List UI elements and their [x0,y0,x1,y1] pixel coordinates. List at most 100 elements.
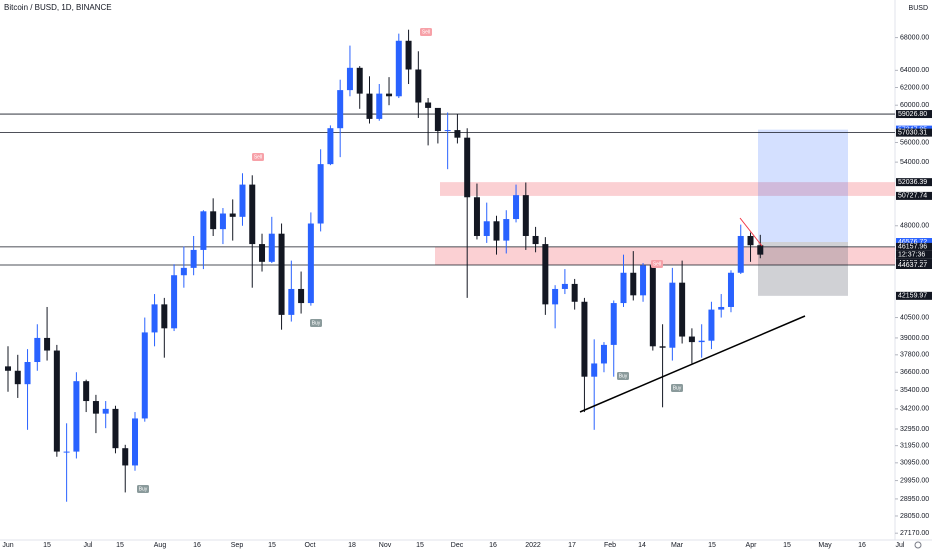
candle-body [180,267,187,276]
candle-body [405,40,412,70]
y-tick-label: 27170.00 [900,530,929,537]
x-tick-label: Jun [2,542,13,549]
price-badge-label: 44637.27 [898,262,927,269]
countdown-label: 12:37:36 [898,252,925,259]
target-zone [758,129,848,243]
candle-body [737,235,744,273]
x-tick-label: 2022 [525,542,541,549]
candle-body [34,337,41,363]
candle-body [493,221,500,241]
candle-body [278,233,285,315]
candle-body [464,137,471,198]
signal-badge [420,28,432,36]
candle-body [571,283,578,302]
y-tick-label: 31950.00 [900,442,929,449]
resistance-zone [435,246,895,265]
price-badge [896,260,932,269]
signal-label: Buy [312,320,321,326]
candle-body [259,244,266,262]
candle-body [444,130,451,132]
signal-badge [617,372,629,380]
candle-body [53,350,60,452]
x-tick-label: Oct [305,542,316,549]
signal-label: Sell [653,261,661,267]
y-tick-label: 32950.00 [900,426,929,433]
y-tick-label: 68000.00 [900,34,929,41]
y-tick-label: 37800.00 [900,352,929,359]
candle-body [14,370,21,385]
x-tick-label: 15 [416,542,424,549]
candle-body [268,233,275,262]
candle-body [679,282,686,337]
candle-body [346,67,353,91]
y-tick-label: 28050.00 [900,513,929,520]
candle-body [288,288,295,315]
x-tick-label: Mar [671,542,684,549]
candle-body [669,282,676,348]
y-tick-label: 60000.00 [900,102,929,109]
y-tick-label: 54000.00 [900,159,929,166]
candle-body [718,306,725,310]
candle-body [210,211,217,230]
x-tick-label: 15 [268,542,276,549]
candle-body [698,340,705,343]
x-tick-label: May [818,542,832,549]
price-badge [896,291,932,300]
candle-body [630,272,637,296]
signal-label: Buy [673,385,682,391]
candle-body [298,288,305,304]
price-badge-label: 52036.39 [898,179,927,186]
price-badge [896,238,932,247]
candle-body [307,223,314,304]
candle-body [395,40,402,97]
candle-body [415,69,422,103]
signal-badge [252,153,264,161]
candle-body [483,221,490,236]
signal-label: Sell [254,154,262,160]
resistance-zone [440,182,895,196]
y-tick-label: 39000.00 [900,335,929,342]
candle-body [757,245,764,255]
candle-body [102,408,109,414]
candle-body [473,197,480,236]
y-tick-label: 40500.00 [900,314,929,321]
x-tick-label: Sep [231,542,244,549]
x-tick-label: 17 [568,542,576,549]
candle-body [688,336,695,343]
signal-label: Buy [619,373,628,379]
x-tick-label: 16 [858,542,866,549]
candle-body [112,408,119,449]
signal-label: Buy [139,486,148,492]
chart-title: Bitcoin / BUSD, 1D, BINANCE [4,3,112,12]
candle-body [132,418,139,466]
y-tick-label: 35400.00 [900,387,929,394]
x-tick-label: 18 [348,542,356,549]
y-tick-label: 29950.00 [900,477,929,484]
y-tick-label: 62000.00 [900,84,929,91]
y-tick-label: 64000.00 [900,67,929,74]
x-tick-label: Apr [746,542,758,549]
candle-body [542,244,549,305]
candle-body [386,93,393,97]
candle-body [425,102,432,108]
candle-body [649,265,656,347]
candle-body [63,451,70,453]
price-badge [896,242,932,251]
price-badge-label: 46157.96 [898,244,927,251]
candle-body [454,130,461,138]
x-tick-label: Nov [379,542,392,549]
candle-body [317,164,324,224]
plot: 68000.00 64000.00 62000.00 60000.00 56000.00… [0,28,932,549]
candle-body [239,184,246,217]
candle-body [83,381,90,402]
price-badge-label: 42159.97 [898,293,927,300]
x-tick-label: 15 [783,542,791,549]
signal-badge [671,384,683,392]
settings-icon[interactable] [914,541,922,549]
candle-body [92,401,99,414]
price-badge-label: 59026.80 [898,111,927,118]
signal-badge [651,260,663,268]
candle-body [73,381,80,452]
y-tick-label: 34200.00 [900,406,929,413]
y-tick-label: 28950.00 [900,496,929,503]
